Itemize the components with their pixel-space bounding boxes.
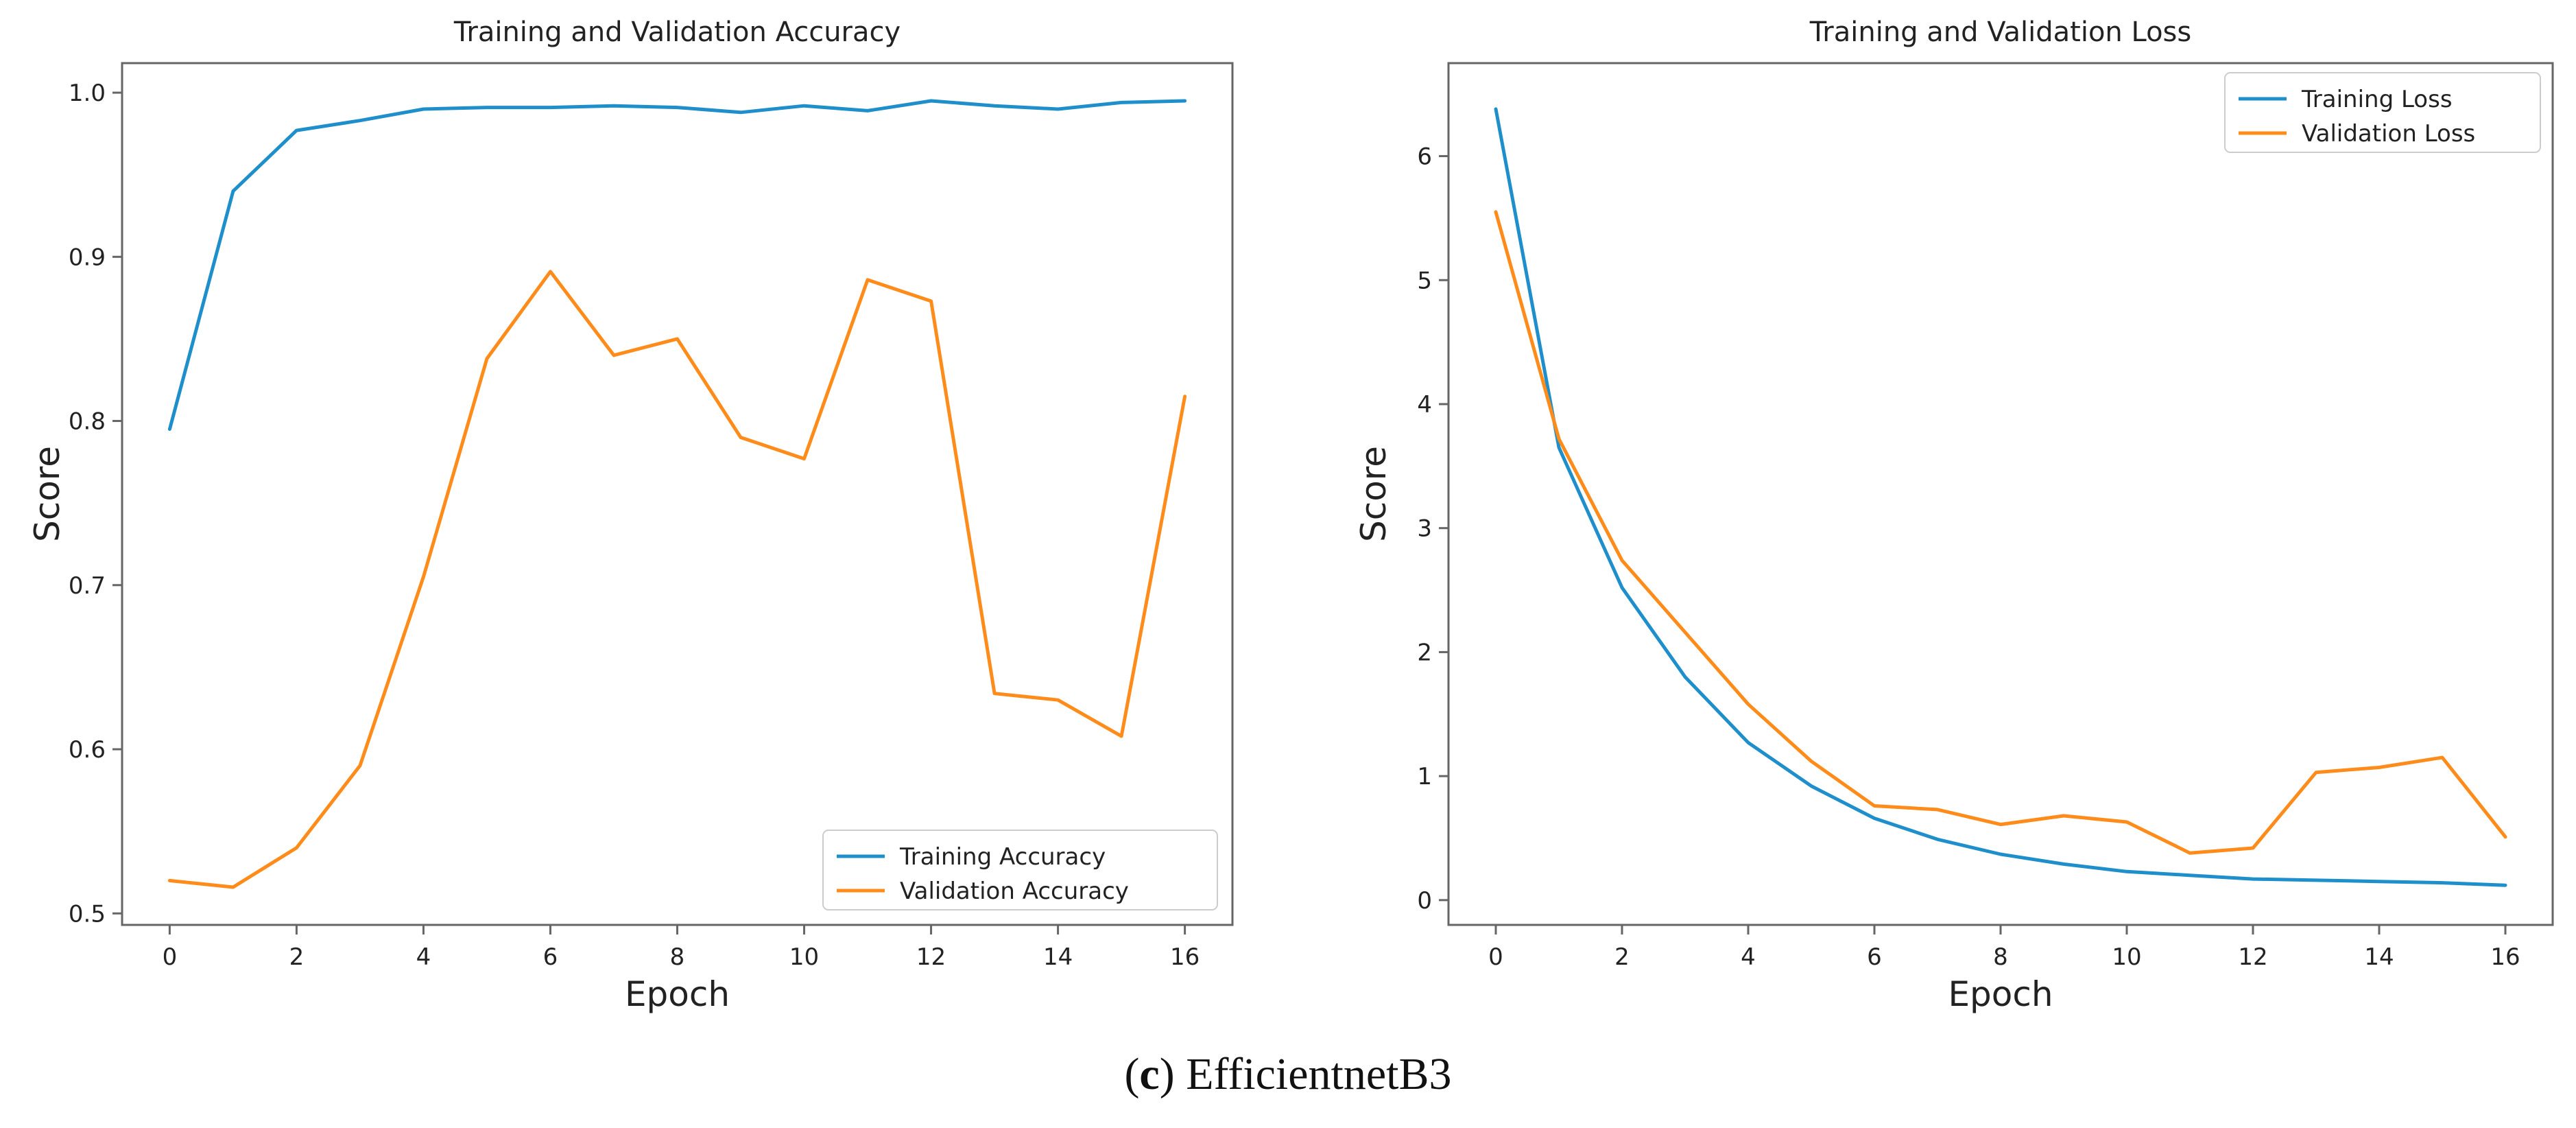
legend-label-training: Training Loss: [2301, 86, 2453, 113]
y-tick-label: 4: [1417, 391, 1432, 419]
x-tick-label: 4: [1741, 943, 1756, 971]
x-tick-label: 2: [1614, 943, 1630, 971]
x-tick-label: 8: [670, 943, 685, 971]
x-tick-label: 12: [2238, 943, 2267, 971]
legend: Training Loss Validation Loss: [2224, 72, 2541, 153]
legend: Training Accuracy Validation Accuracy: [822, 830, 1218, 910]
y-tick-label: 2: [1417, 639, 1432, 666]
legend-box: [822, 830, 1218, 910]
caption-text: EfficientnetB3: [1174, 1049, 1452, 1099]
y-tick-label: 6: [1417, 143, 1432, 171]
y-tick-label: 5: [1417, 267, 1432, 294]
x-tick-label: 10: [789, 943, 819, 971]
y-tick-label: 1: [1417, 763, 1432, 790]
y-tick-label: 0.8: [69, 408, 106, 436]
y-axis-label: Score: [1354, 446, 1394, 542]
x-tick-label: 16: [1170, 943, 1200, 971]
x-axis-label: Epoch: [1948, 974, 2053, 1014]
chart-title: Training and Validation Accuracy: [453, 16, 901, 48]
y-tick-label: 3: [1417, 515, 1432, 543]
legend-label-validation: Validation Accuracy: [900, 878, 1129, 905]
caption-letter: c: [1139, 1049, 1160, 1099]
legend-label-training: Training Accuracy: [899, 843, 1106, 871]
plot-frame: [121, 62, 1234, 926]
x-tick-label: 10: [2112, 943, 2141, 971]
legend-label-validation: Validation Loss: [2302, 120, 2475, 148]
y-tick-label: 1.0: [69, 80, 106, 107]
x-tick-label: 8: [1993, 943, 2008, 971]
series-line-validation: [1494, 210, 2507, 855]
series-line-training: [167, 99, 1187, 431]
y-tick-label: 0.7: [69, 572, 106, 600]
plot-frame: [1447, 62, 2554, 926]
chart-title: Training and Validation Loss: [1809, 16, 2191, 48]
y-tick-label: 0.6: [69, 736, 106, 764]
caption-open-paren: (: [1124, 1049, 1140, 1099]
series-line-validation: [167, 270, 1187, 889]
legend-box: [2224, 72, 2541, 153]
x-tick-label: 0: [163, 943, 178, 971]
y-tick-label: 0.9: [69, 244, 106, 271]
x-tick-label: 2: [289, 943, 305, 971]
series-line-training: [1494, 107, 2507, 887]
x-tick-label: 6: [1867, 943, 1882, 971]
x-tick-label: 12: [916, 943, 946, 971]
y-axis-label: Score: [27, 446, 67, 542]
caption-close-paren: ): [1159, 1049, 1175, 1099]
y-tick-label: 0.5: [69, 900, 106, 928]
y-tick-label: 0: [1417, 887, 1432, 915]
x-tick-label: 4: [416, 943, 431, 971]
x-tick-label: 0: [1488, 943, 1503, 971]
chart-acc: Training and Validation Accuracy 0 2 4 6 8 10 1…: [27, 16, 1234, 1014]
x-axis-label: Epoch: [625, 974, 730, 1014]
x-tick-label: 16: [2490, 943, 2520, 971]
x-tick-label: 14: [2364, 943, 2394, 971]
x-tick-label: 6: [543, 943, 558, 971]
figure-caption: (c) EfficientnetB3: [0, 1048, 2576, 1101]
x-tick-label: 14: [1043, 943, 1073, 971]
